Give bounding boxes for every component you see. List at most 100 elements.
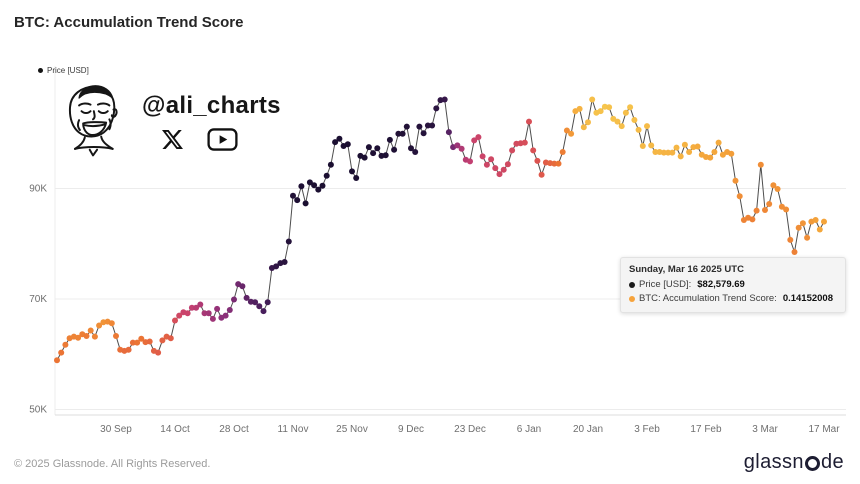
data-point[interactable] bbox=[125, 346, 132, 353]
data-point[interactable] bbox=[285, 238, 292, 245]
data-point[interactable] bbox=[509, 147, 516, 154]
data-point[interactable] bbox=[188, 304, 195, 311]
data-point[interactable] bbox=[205, 310, 212, 317]
data-point[interactable] bbox=[804, 234, 811, 241]
data-point[interactable] bbox=[319, 182, 326, 189]
data-point[interactable] bbox=[736, 193, 743, 200]
data-point[interactable] bbox=[783, 206, 790, 213]
data-point[interactable] bbox=[273, 263, 280, 270]
data-point[interactable] bbox=[715, 139, 722, 146]
data-point[interactable] bbox=[391, 146, 398, 153]
data-point[interactable] bbox=[416, 123, 423, 130]
data-point[interactable] bbox=[770, 182, 777, 189]
data-point[interactable] bbox=[311, 182, 318, 189]
data-point[interactable] bbox=[589, 96, 596, 103]
data-point[interactable] bbox=[563, 127, 570, 134]
data-point[interactable] bbox=[791, 249, 798, 255]
data-point[interactable] bbox=[627, 104, 634, 111]
data-point[interactable] bbox=[538, 171, 545, 178]
data-point[interactable] bbox=[184, 310, 191, 317]
data-point[interactable] bbox=[711, 149, 718, 155]
data-point[interactable] bbox=[762, 207, 768, 213]
data-point[interactable] bbox=[669, 149, 676, 156]
data-point[interactable] bbox=[526, 118, 532, 125]
data-point[interactable] bbox=[332, 139, 339, 146]
data-point[interactable] bbox=[648, 142, 655, 149]
data-point[interactable] bbox=[753, 207, 760, 214]
data-point[interactable] bbox=[108, 320, 115, 327]
data-point[interactable] bbox=[395, 130, 402, 137]
data-point[interactable] bbox=[757, 161, 764, 168]
data-point[interactable] bbox=[129, 339, 136, 346]
data-point[interactable] bbox=[91, 333, 98, 340]
data-point[interactable] bbox=[83, 333, 90, 339]
data-point[interactable] bbox=[559, 149, 566, 155]
data-point[interactable] bbox=[146, 338, 153, 345]
data-point[interactable] bbox=[424, 122, 431, 129]
chart-canvas[interactable]: 50K 70K 90K 30 Sep 14 Oct 28 Oct 11 Nov 25 Nov 9… bbox=[0, 40, 860, 440]
data-point[interactable] bbox=[239, 283, 246, 290]
data-point[interactable] bbox=[382, 152, 389, 159]
data-point[interactable] bbox=[370, 150, 377, 157]
data-point[interactable] bbox=[290, 192, 296, 199]
data-point[interactable] bbox=[530, 147, 537, 154]
data-point[interactable] bbox=[323, 172, 330, 179]
data-point[interactable] bbox=[58, 349, 65, 356]
data-point[interactable] bbox=[458, 145, 465, 152]
data-point[interactable] bbox=[521, 139, 528, 146]
data-point[interactable] bbox=[193, 304, 200, 311]
data-point[interactable] bbox=[231, 296, 237, 303]
data-point[interactable] bbox=[54, 357, 60, 364]
data-point[interactable] bbox=[660, 149, 667, 156]
data-point[interactable] bbox=[631, 117, 638, 123]
data-point[interactable] bbox=[408, 145, 414, 152]
data-point[interactable] bbox=[774, 186, 781, 192]
data-point[interactable] bbox=[176, 312, 183, 319]
data-point[interactable] bbox=[475, 134, 482, 141]
data-point[interactable] bbox=[365, 144, 372, 151]
data-point[interactable] bbox=[226, 307, 233, 313]
data-point[interactable] bbox=[197, 301, 204, 308]
data-point[interactable] bbox=[214, 305, 221, 312]
data-point[interactable] bbox=[644, 123, 650, 130]
data-point[interactable] bbox=[256, 303, 263, 310]
data-point[interactable] bbox=[576, 105, 583, 112]
data-point[interactable] bbox=[361, 154, 368, 161]
data-point[interactable] bbox=[585, 119, 591, 126]
data-point[interactable] bbox=[315, 186, 322, 193]
data-point[interactable] bbox=[327, 161, 334, 168]
data-point[interactable] bbox=[488, 156, 495, 163]
data-point[interactable] bbox=[787, 236, 794, 243]
data-point[interactable] bbox=[728, 150, 735, 157]
data-point[interactable] bbox=[812, 217, 819, 223]
data-point[interactable] bbox=[75, 334, 82, 341]
data-point[interactable] bbox=[686, 149, 693, 155]
data-point[interactable] bbox=[62, 341, 69, 348]
data-point[interactable] bbox=[113, 333, 119, 339]
data-point[interactable] bbox=[412, 149, 419, 155]
data-point[interactable] bbox=[209, 315, 216, 322]
data-point[interactable] bbox=[732, 177, 739, 184]
price-chart[interactable]: 50K 70K 90K 30 Sep 14 Oct 28 Oct 11 Nov 25 Nov 9… bbox=[0, 40, 860, 440]
data-point[interactable] bbox=[766, 201, 773, 207]
data-point[interactable] bbox=[635, 126, 642, 133]
data-point[interactable] bbox=[639, 143, 646, 149]
data-point[interactable] bbox=[681, 141, 688, 148]
data-point[interactable] bbox=[222, 312, 229, 319]
data-point[interactable] bbox=[618, 123, 625, 130]
data-point[interactable] bbox=[568, 130, 575, 137]
data-point[interactable] bbox=[534, 157, 541, 164]
data-point[interactable] bbox=[606, 104, 613, 111]
data-point[interactable] bbox=[433, 105, 440, 112]
data-point[interactable] bbox=[87, 327, 94, 334]
data-point[interactable] bbox=[673, 144, 680, 151]
data-point[interactable] bbox=[597, 108, 604, 115]
data-point[interactable] bbox=[694, 143, 701, 150]
data-point[interactable] bbox=[445, 129, 452, 136]
data-point[interactable] bbox=[492, 165, 499, 172]
data-point[interactable] bbox=[134, 339, 141, 346]
data-point[interactable] bbox=[816, 226, 823, 233]
data-point[interactable] bbox=[349, 168, 355, 175]
data-point[interactable] bbox=[336, 135, 343, 142]
data-point[interactable] bbox=[403, 123, 410, 130]
